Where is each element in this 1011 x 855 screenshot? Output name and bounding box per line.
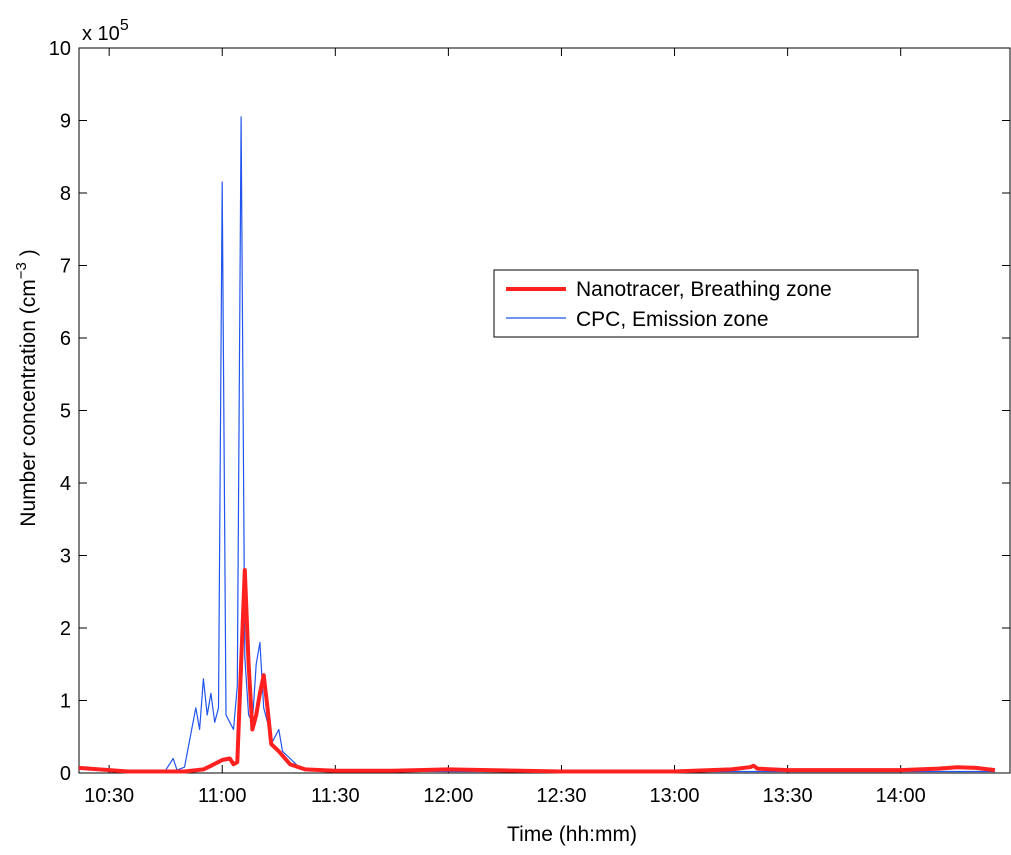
x-axis-ticks: 10:30 11:00 11:30 12:00 12:30 13:00 13:30 14:00: [84, 48, 926, 807]
x-tick-label: 13:00: [650, 785, 700, 807]
y-multiplier-exponent: 5: [120, 17, 129, 34]
y-tick-label: 7: [60, 256, 71, 278]
x-tick-label: 12:00: [423, 785, 473, 807]
plot-area: [78, 47, 1011, 774]
x-axis-title: Time (hh:mm): [507, 823, 637, 846]
y-tick-label: 9: [60, 111, 71, 133]
y-axis-title: Number concentration (cm−3 ): [13, 249, 40, 526]
y-tick-label: 4: [60, 473, 71, 495]
legend-box: [493, 269, 919, 338]
y-multiplier-base: x 10: [82, 23, 120, 45]
y-multiplier-label: x 105: [82, 17, 129, 45]
y-tick-label: 2: [60, 618, 71, 640]
x-tick-label: 12:30: [536, 785, 586, 807]
y-axis-ticks: 0 1 2 3 4 5 6 7 8 9 10: [49, 38, 1010, 785]
y-tick-label: 8: [60, 183, 71, 205]
y-tick-label: 0: [60, 763, 71, 785]
y-axis-title-superscript: −3: [13, 262, 30, 279]
x-tick-label: 13:30: [763, 785, 813, 807]
series-layer: [78, 116, 996, 774]
y-tick-label: 1: [60, 691, 71, 713]
y-tick-label: 3: [60, 546, 71, 568]
y-axis-title-main: Number concentration (cm: [17, 279, 40, 526]
y-axis-title-suffix: ): [17, 249, 40, 262]
x-tick-label: 11:30: [311, 785, 360, 807]
x-tick-label: 11:00: [198, 785, 247, 807]
y-tick-label: 5: [60, 401, 71, 423]
y-tick-label: 10: [49, 38, 71, 60]
legend-label-nanotracer: Nanotracer, Breathing zone: [576, 278, 832, 301]
legend-label-cpc: CPC, Emission zone: [576, 308, 769, 331]
legend: Nanotracer, Breathing zone CPC, Emission…: [493, 269, 919, 338]
x-tick-label: 14:00: [876, 785, 926, 807]
y-tick-label: 6: [60, 328, 71, 350]
x-tick-label: 10:30: [84, 785, 134, 807]
series-line-nanotracer: [78, 568, 996, 774]
